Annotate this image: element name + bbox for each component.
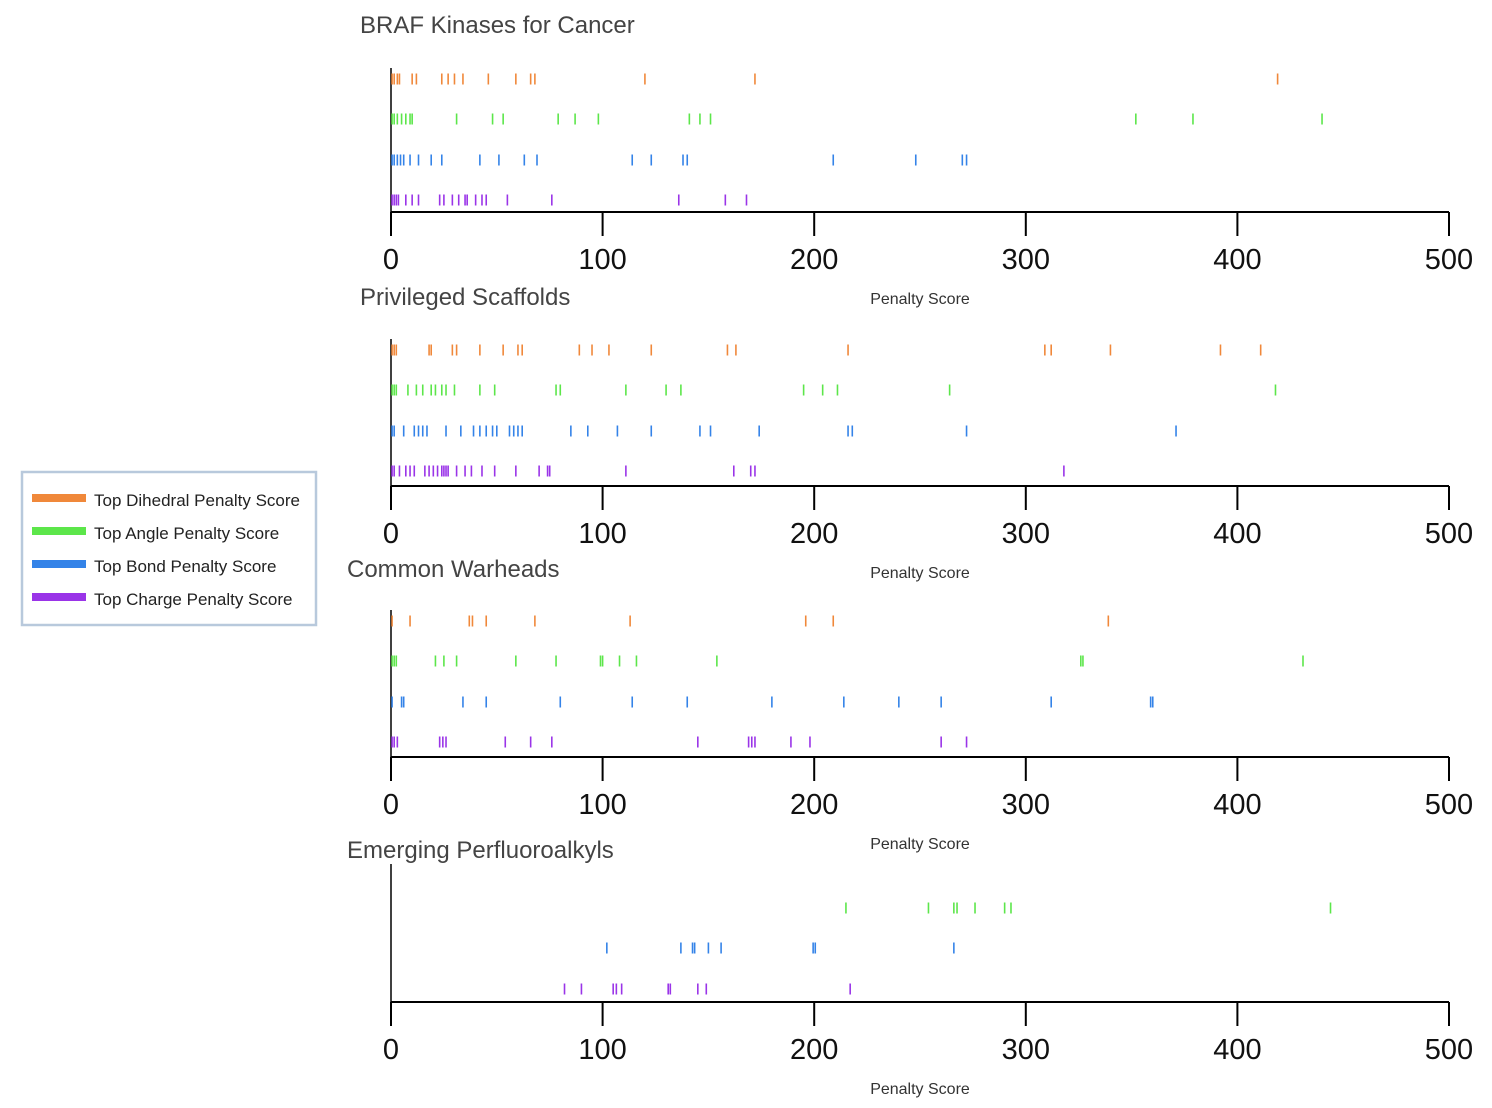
series-row (563, 983, 851, 995)
chart-panel: BRAF Kinases for Cancer 0 100 200 300 400 500 P… (360, 12, 1473, 308)
series-row (391, 154, 968, 166)
x-tick-label: 0 (383, 244, 399, 276)
legend-item-dihedral: Top Dihedral Penalty Score (32, 491, 300, 510)
x-tick-label: 200 (790, 518, 838, 550)
x-tick-label: 200 (790, 789, 838, 821)
x-tick-label: 300 (1002, 244, 1050, 276)
x-tick-label: 0 (383, 1034, 399, 1066)
legend-item-bond: Top Bond Penalty Score (32, 557, 276, 576)
series-row (391, 465, 1065, 477)
x-axis-label: Penalty Score (870, 1081, 970, 1098)
panel-title: BRAF Kinases for Cancer (360, 12, 635, 39)
x-tick-label: 200 (790, 1034, 838, 1066)
legend: Top Dihedral Penalty Score Top Angle Pen… (20, 470, 318, 627)
legend-swatch-bond (32, 560, 86, 568)
legend-item-charge: Top Charge Penalty Score (32, 590, 292, 609)
x-tick-label: 0 (383, 789, 399, 821)
legend-label-dihedral: Top Dihedral Penalty Score (94, 491, 300, 510)
x-tick-label: 0 (383, 518, 399, 550)
x-tick-label: 500 (1425, 1034, 1473, 1066)
series-row (391, 615, 1110, 627)
panel-title: Common Warheads (347, 556, 560, 583)
legend-swatch-dihedral (32, 494, 86, 502)
x-tick-label: 100 (578, 518, 626, 550)
series-row (606, 942, 955, 954)
legend-swatch-charge (32, 593, 86, 601)
x-axis-label: Penalty Score (870, 836, 970, 853)
x-tick-label: 400 (1213, 518, 1261, 550)
chart-panel: Common Warheads 0 100 200 300 400 500 Penalty S… (347, 556, 1473, 853)
series-row (391, 113, 1323, 125)
x-tick-label: 300 (1002, 789, 1050, 821)
panel-title: Emerging Perfluoroalkyls (347, 837, 614, 864)
x-tick-label: 300 (1002, 518, 1050, 550)
x-tick-label: 500 (1425, 244, 1473, 276)
legend-label-angle: Top Angle Penalty Score (94, 524, 279, 543)
x-tick-label: 100 (578, 789, 626, 821)
series-row (391, 344, 1262, 356)
legend-swatch-angle (32, 527, 86, 535)
x-tick-label: 500 (1425, 789, 1473, 821)
series-row (391, 73, 1279, 85)
legend-item-angle: Top Angle Penalty Score (32, 524, 279, 543)
x-tick-label: 500 (1425, 518, 1473, 550)
series-row (391, 384, 1277, 396)
series-row (391, 425, 1177, 437)
chart-panel: Emerging Perfluoroalkyls 0 100 200 300 400 500… (347, 837, 1473, 1098)
x-tick-label: 300 (1002, 1034, 1050, 1066)
x-tick-label: 400 (1213, 789, 1261, 821)
chart-panel: Privileged Scaffolds 0 100 200 300 400 500 Pena… (360, 284, 1473, 582)
legend-label-charge: Top Charge Penalty Score (94, 590, 292, 609)
series-row (391, 655, 1304, 667)
x-tick-label: 400 (1213, 244, 1261, 276)
x-tick-label: 200 (790, 244, 838, 276)
x-tick-label: 100 (578, 1034, 626, 1066)
series-row (845, 902, 1332, 914)
panel-title: Privileged Scaffolds (360, 284, 570, 311)
x-tick-label: 400 (1213, 1034, 1261, 1066)
x-axis-label: Penalty Score (870, 291, 970, 308)
series-row (391, 736, 968, 748)
x-axis-label: Penalty Score (870, 565, 970, 582)
legend-label-bond: Top Bond Penalty Score (94, 557, 276, 576)
x-tick-label: 100 (578, 244, 626, 276)
series-row (391, 194, 748, 206)
series-row (391, 696, 1154, 708)
